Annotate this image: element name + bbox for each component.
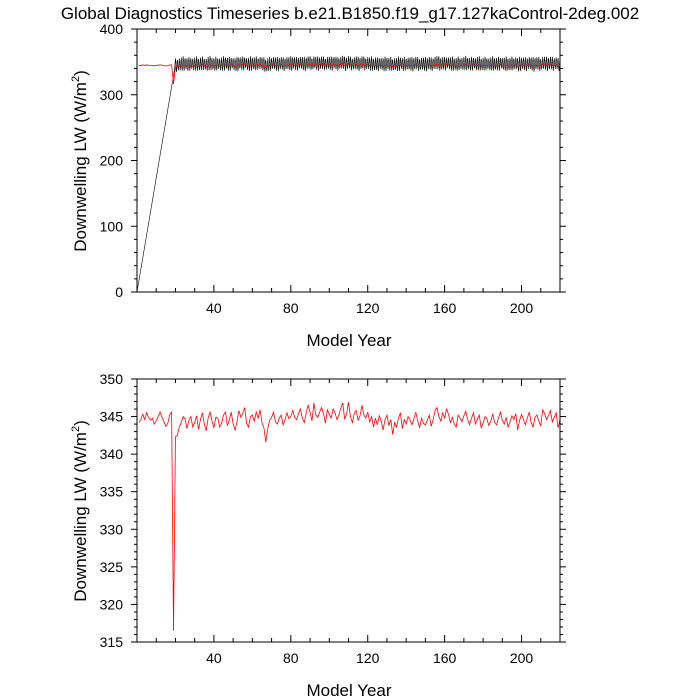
bottom-y-axis-label: Downwelling LW (W/m2) bbox=[70, 420, 90, 602]
top-y-axis-label: Downwelling LW (W/m2) bbox=[70, 70, 90, 252]
x-tick-label: 120 bbox=[356, 650, 380, 666]
y-tick-label: 320 bbox=[100, 596, 124, 612]
y-tick-label: 340 bbox=[100, 446, 124, 462]
bottom-y-axis-label-main: Downwelling LW (W/m bbox=[71, 432, 90, 602]
x-tick-label: 80 bbox=[283, 650, 299, 666]
top-monthly-line bbox=[136, 55, 560, 293]
top-x-axis-label: Model Year bbox=[306, 331, 391, 350]
x-tick-label: 80 bbox=[283, 300, 299, 316]
figure-title: Global Diagnostics Timeseries b.e21.B185… bbox=[61, 4, 639, 23]
top-y-tick-labels: 0 100 200 300 400 bbox=[100, 21, 124, 300]
top-red-series bbox=[138, 63, 561, 84]
y-tick-label: 345 bbox=[100, 409, 124, 425]
x-tick-label: 160 bbox=[433, 300, 457, 316]
y-tick-label: 335 bbox=[100, 484, 124, 500]
top-x-tick-labels: 40 80 120 160 200 bbox=[206, 300, 533, 316]
x-tick-label: 40 bbox=[206, 650, 222, 666]
top-annual-mean-line bbox=[138, 63, 561, 84]
y-tick-label: 325 bbox=[100, 559, 124, 575]
x-tick-label: 200 bbox=[510, 300, 534, 316]
bottom-y-tick-labels: 315 320 325 330 335 340 345 350 bbox=[100, 371, 124, 650]
x-tick-label: 160 bbox=[433, 650, 457, 666]
y-tick-label: 200 bbox=[100, 153, 124, 169]
top-y-axis-label-close: ) bbox=[71, 70, 90, 76]
y-tick-label: 300 bbox=[100, 87, 124, 103]
bottom-red-series bbox=[138, 402, 561, 631]
bottom-y-axis-label-close: ) bbox=[71, 420, 90, 426]
top-y-axis-label-sup: 2 bbox=[70, 76, 82, 82]
bottom-x-axis-label: Model Year bbox=[306, 681, 391, 700]
bottom-plot-frame bbox=[136, 378, 561, 643]
y-tick-label: 350 bbox=[100, 371, 124, 387]
x-tick-label: 120 bbox=[356, 300, 380, 316]
bottom-x-tick-labels: 40 80 120 160 200 bbox=[206, 650, 533, 666]
top-y-axis-label-main: Downwelling LW (W/m bbox=[71, 82, 90, 252]
top-black-series bbox=[136, 55, 560, 293]
x-tick-label: 40 bbox=[206, 300, 222, 316]
bottom-y-axis-label-sup: 2 bbox=[70, 426, 82, 432]
y-tick-label: 0 bbox=[115, 284, 123, 300]
bottom-annual-mean-line bbox=[138, 402, 561, 631]
y-tick-label: 315 bbox=[100, 634, 124, 650]
top-panel: 40 80 120 160 200 0 100 200 300 400 Model Year D… bbox=[70, 21, 566, 350]
top-plot-frame bbox=[136, 28, 561, 293]
x-tick-label: 200 bbox=[510, 650, 534, 666]
y-tick-label: 330 bbox=[100, 521, 124, 537]
y-tick-label: 400 bbox=[100, 21, 124, 37]
y-tick-label: 100 bbox=[100, 218, 124, 234]
bottom-panel: 40 80 120 160 200 315 320 325 330 335 340 345 350 M… bbox=[70, 371, 566, 700]
